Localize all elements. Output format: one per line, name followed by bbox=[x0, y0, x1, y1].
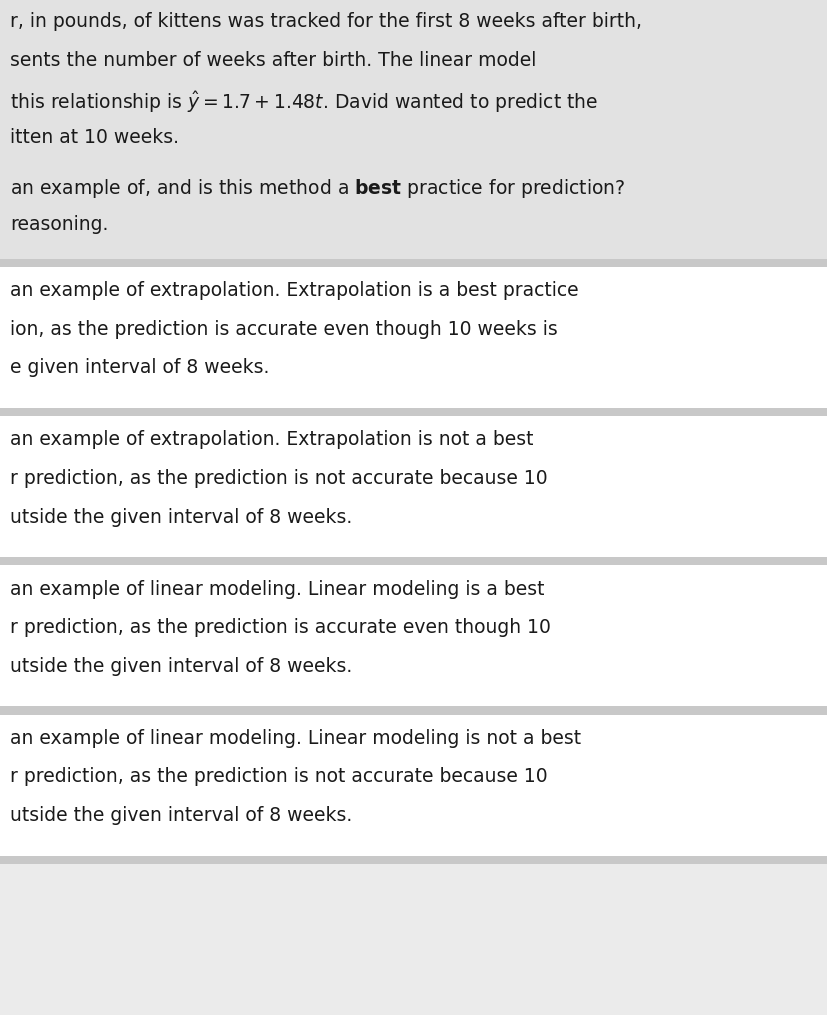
FancyBboxPatch shape bbox=[0, 267, 827, 408]
Text: sents the number of weeks after birth. The linear model: sents the number of weeks after birth. T… bbox=[10, 51, 536, 70]
FancyBboxPatch shape bbox=[0, 259, 827, 267]
Text: reasoning.: reasoning. bbox=[10, 215, 108, 234]
Text: r, in pounds, of kittens was tracked for the first 8 weeks after birth,: r, in pounds, of kittens was tracked for… bbox=[10, 12, 641, 31]
Text: an example of, and is this method a $\mathbf{best}$ practice for prediction?: an example of, and is this method a $\ma… bbox=[10, 177, 624, 200]
Text: e given interval of 8 weeks.: e given interval of 8 weeks. bbox=[10, 358, 269, 378]
Text: itten at 10 weeks.: itten at 10 weeks. bbox=[10, 128, 179, 147]
Text: an example of linear modeling. Linear modeling is not a best: an example of linear modeling. Linear mo… bbox=[10, 729, 581, 748]
Text: utside the given interval of 8 weeks.: utside the given interval of 8 weeks. bbox=[10, 657, 351, 676]
FancyBboxPatch shape bbox=[0, 706, 827, 715]
Text: r prediction, as the prediction is accurate even though 10: r prediction, as the prediction is accur… bbox=[10, 618, 550, 637]
Text: r prediction, as the prediction is not accurate because 10: r prediction, as the prediction is not a… bbox=[10, 469, 547, 488]
FancyBboxPatch shape bbox=[0, 565, 827, 706]
FancyBboxPatch shape bbox=[0, 715, 827, 856]
Text: an example of extrapolation. Extrapolation is not a best: an example of extrapolation. Extrapolati… bbox=[10, 430, 533, 450]
Text: an example of linear modeling. Linear modeling is a best: an example of linear modeling. Linear mo… bbox=[10, 580, 544, 599]
Text: utside the given interval of 8 weeks.: utside the given interval of 8 weeks. bbox=[10, 806, 351, 825]
FancyBboxPatch shape bbox=[0, 557, 827, 565]
Text: ion, as the prediction is accurate even though 10 weeks is: ion, as the prediction is accurate even … bbox=[10, 320, 557, 339]
Text: r prediction, as the prediction is not accurate because 10: r prediction, as the prediction is not a… bbox=[10, 767, 547, 787]
FancyBboxPatch shape bbox=[0, 0, 827, 275]
Text: this relationship is $\hat{y} = 1.7 + 1.48t$. David wanted to predict the: this relationship is $\hat{y} = 1.7 + 1.… bbox=[10, 89, 597, 115]
Text: utside the given interval of 8 weeks.: utside the given interval of 8 weeks. bbox=[10, 508, 351, 527]
FancyBboxPatch shape bbox=[0, 408, 827, 416]
FancyBboxPatch shape bbox=[0, 416, 827, 557]
FancyBboxPatch shape bbox=[0, 856, 827, 864]
Text: an example of extrapolation. Extrapolation is a best practice: an example of extrapolation. Extrapolati… bbox=[10, 281, 578, 300]
